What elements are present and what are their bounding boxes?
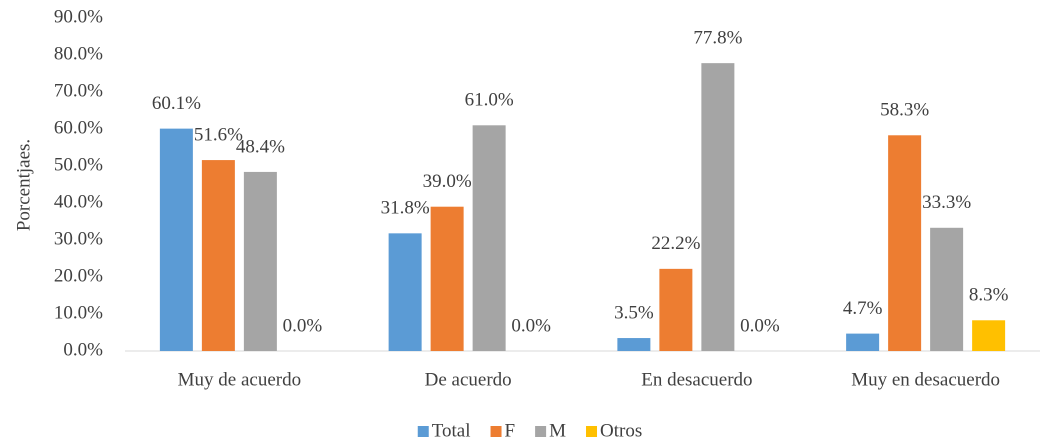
legend-label: Otros xyxy=(600,420,642,441)
value-label: 22.2% xyxy=(651,233,700,254)
value-label: 3.5% xyxy=(614,302,654,323)
x-tick-label: De acuerdo xyxy=(425,369,512,390)
bar xyxy=(201,160,235,351)
bar xyxy=(972,320,1006,351)
bar xyxy=(472,125,506,351)
x-tick-label: En desacuerdo xyxy=(641,369,752,390)
value-label: 33.3% xyxy=(922,192,971,213)
legend-label: F xyxy=(505,420,516,441)
bar xyxy=(388,233,422,351)
legend-label: M xyxy=(549,420,566,441)
value-label: 0.0% xyxy=(511,315,551,336)
bar xyxy=(430,206,464,351)
value-label: 31.8% xyxy=(381,198,430,219)
legend-swatch xyxy=(535,426,547,437)
y-tick-label: 70.0% xyxy=(54,80,103,101)
y-tick-label: 20.0% xyxy=(54,265,103,286)
value-label: 0.0% xyxy=(740,315,780,336)
value-label: 51.6% xyxy=(194,124,243,145)
bar xyxy=(846,333,880,351)
y-tick-label: 80.0% xyxy=(54,43,103,64)
bar xyxy=(930,227,964,351)
legend-swatch xyxy=(490,426,502,437)
y-tick-label: 30.0% xyxy=(54,228,103,249)
y-tick-label: 10.0% xyxy=(54,302,103,323)
x-tick-label: Muy de acuerdo xyxy=(178,369,301,390)
value-label: 58.3% xyxy=(880,100,929,121)
legend-swatch xyxy=(586,426,598,437)
legend-swatch xyxy=(417,426,429,437)
value-label: 48.4% xyxy=(236,136,285,157)
value-label: 8.3% xyxy=(969,285,1009,306)
value-label: 77.8% xyxy=(693,27,742,48)
value-label: 0.0% xyxy=(283,315,323,336)
value-label: 4.7% xyxy=(843,298,883,319)
bar xyxy=(243,171,277,351)
value-label: 61.0% xyxy=(465,90,514,111)
y-tick-label: 0.0% xyxy=(63,339,103,360)
y-axis-label: Porcentjaes. xyxy=(13,139,34,231)
y-tick-label: 90.0% xyxy=(54,6,103,27)
y-tick-label: 60.0% xyxy=(54,117,103,138)
value-label: 60.1% xyxy=(152,93,201,114)
y-tick-label: 50.0% xyxy=(54,154,103,175)
bar xyxy=(888,135,922,351)
legend-label: Total xyxy=(432,420,471,441)
bar xyxy=(159,128,193,351)
bar xyxy=(659,268,693,351)
value-label: 39.0% xyxy=(423,171,472,192)
y-tick-label: 40.0% xyxy=(54,191,103,212)
x-tick-label: Muy en desacuerdo xyxy=(851,369,1000,390)
bar xyxy=(701,63,735,351)
bar xyxy=(617,338,651,351)
